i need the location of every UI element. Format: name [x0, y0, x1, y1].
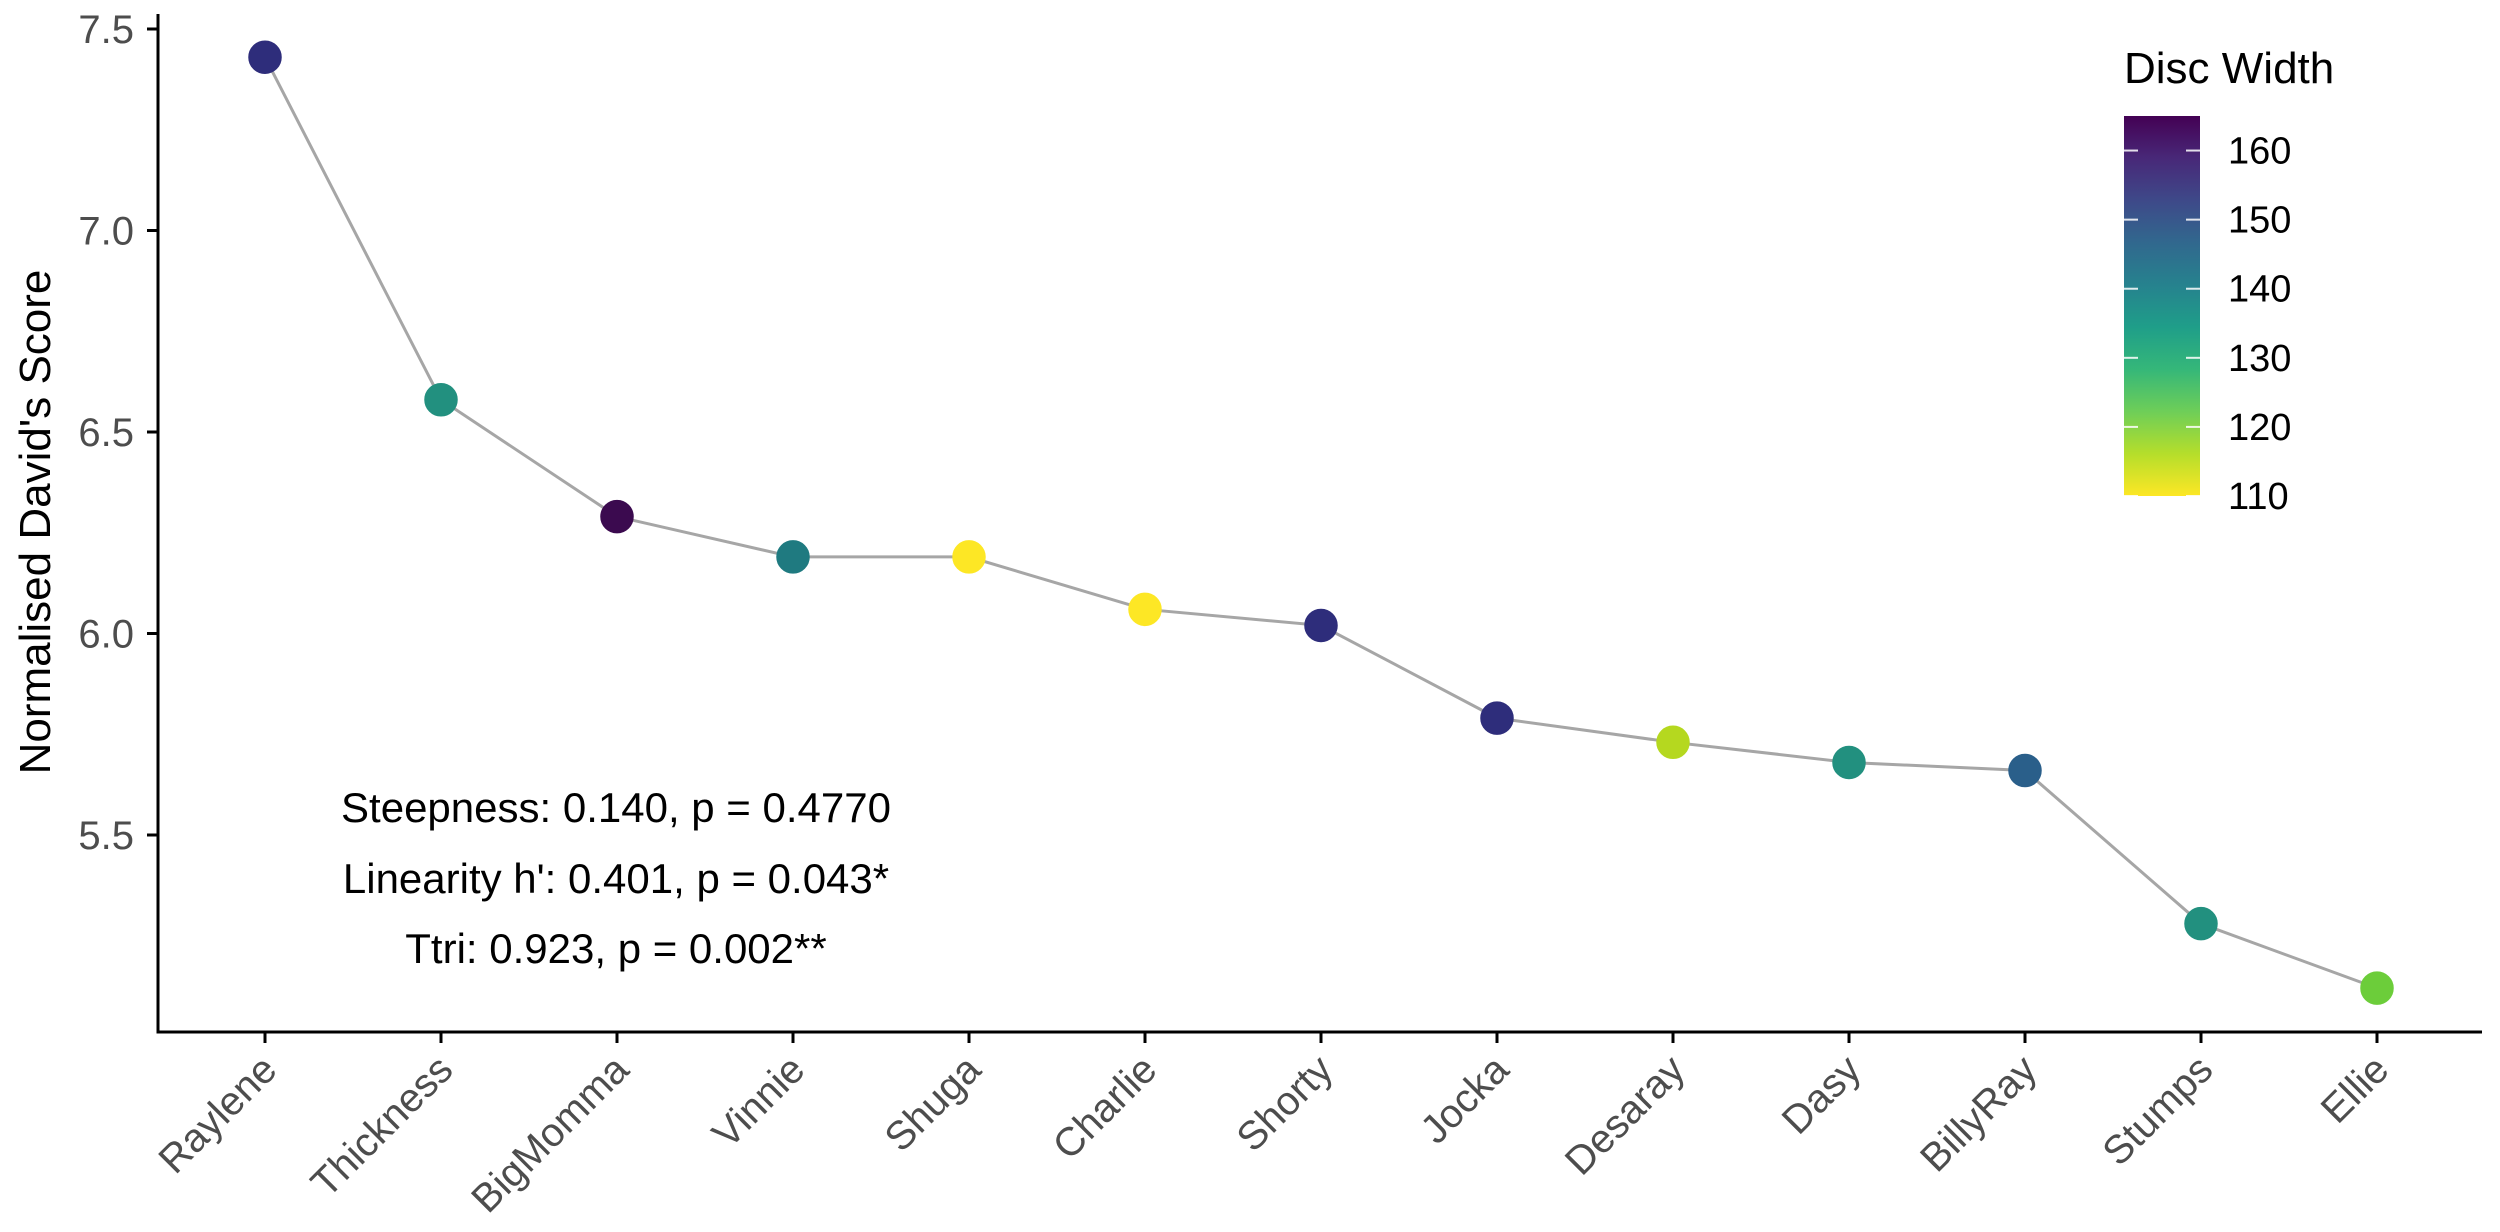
x-tick-label-raylene: Raylene: [150, 1047, 285, 1182]
x-tick-label-stumps: Stumps: [2094, 1047, 2221, 1174]
ttri-text: Ttri: 0.923, p = 0.002**: [405, 925, 826, 972]
x-tick-label-dasy: Dasy: [1774, 1047, 1870, 1143]
data-point-raylene: [248, 40, 282, 74]
x-tick-label-charlie: Charlie: [1045, 1047, 1166, 1168]
y-tick-label: 5.5: [78, 814, 134, 858]
y-tick-label: 6.5: [78, 411, 134, 455]
data-point-stumps: [2184, 906, 2218, 941]
data-point-desaray: [1656, 725, 1690, 760]
x-axis: Raylene Thickness BigMomma Vinnie Shuga Charl…: [150, 1030, 2482, 1222]
x-tick-label-billyray: BillyRay: [1912, 1047, 2045, 1180]
colorbar-ticks: 160 150 140 130 120 110: [2124, 131, 2291, 518]
steepness-text: Steepness: 0.140, p = 0.4770: [341, 784, 891, 831]
connecting-line: [263, 56, 2378, 990]
score-line: [263, 56, 2378, 990]
y-axis-title: Normalised David's Score: [11, 270, 60, 775]
colorbar-label: 140: [2228, 269, 2291, 311]
colorbar-label: 160: [2228, 131, 2291, 173]
x-tick-label-jocka: Jocka: [1412, 1047, 1518, 1153]
colorbar: [2124, 116, 2200, 496]
colorbar-label: 150: [2228, 200, 2291, 242]
y-axis: 5.5 6.0 6.5 7.0 7.5: [78, 8, 160, 1034]
data-point-billyray: [2008, 753, 2042, 788]
linearity-text: Linearity h': 0.401, p = 0.043*: [343, 855, 889, 902]
x-tick-label-vinnie: Vinnie: [704, 1047, 813, 1156]
y-tick-label: 7.5: [78, 8, 134, 52]
data-point-shorty: [1304, 608, 1338, 643]
x-tick-label-shuga: Shuga: [876, 1047, 989, 1160]
x-tick-label-shorty: Shorty: [1229, 1047, 1342, 1160]
x-tick-label-desaray: Desaray: [1557, 1047, 1693, 1183]
data-point-vinnie: [776, 540, 810, 574]
x-tick-label-thickness: Thickness: [303, 1047, 461, 1205]
data-points: [248, 40, 2394, 1005]
data-point-charlie: [1128, 592, 1162, 627]
colorbar-label: 120: [2228, 407, 2291, 449]
data-point-bigmomma: [600, 499, 634, 534]
data-point-ellie: [2360, 971, 2394, 1005]
colorbar-label: 110: [2228, 476, 2289, 518]
y-tick-label: 7.0: [78, 210, 134, 254]
legend-title: Disc Width: [2124, 44, 2334, 93]
y-tick-label: 6.0: [78, 613, 134, 657]
colorbar-label: 130: [2228, 338, 2291, 380]
data-point-dasy: [1832, 745, 1866, 780]
data-point-thickness: [424, 383, 458, 417]
statistics-annotation: Steepness: 0.140, p = 0.4770 Linearity h…: [341, 784, 891, 972]
data-point-jocka: [1480, 701, 1514, 735]
data-point-shuga: [952, 540, 986, 574]
colorbar-legend: Disc Width 160 150 140 130 120 110: [2124, 44, 2334, 518]
x-tick-label-ellie: Ellie: [2313, 1047, 2398, 1132]
x-tick-label-bigmomma: BigMomma: [463, 1047, 638, 1222]
